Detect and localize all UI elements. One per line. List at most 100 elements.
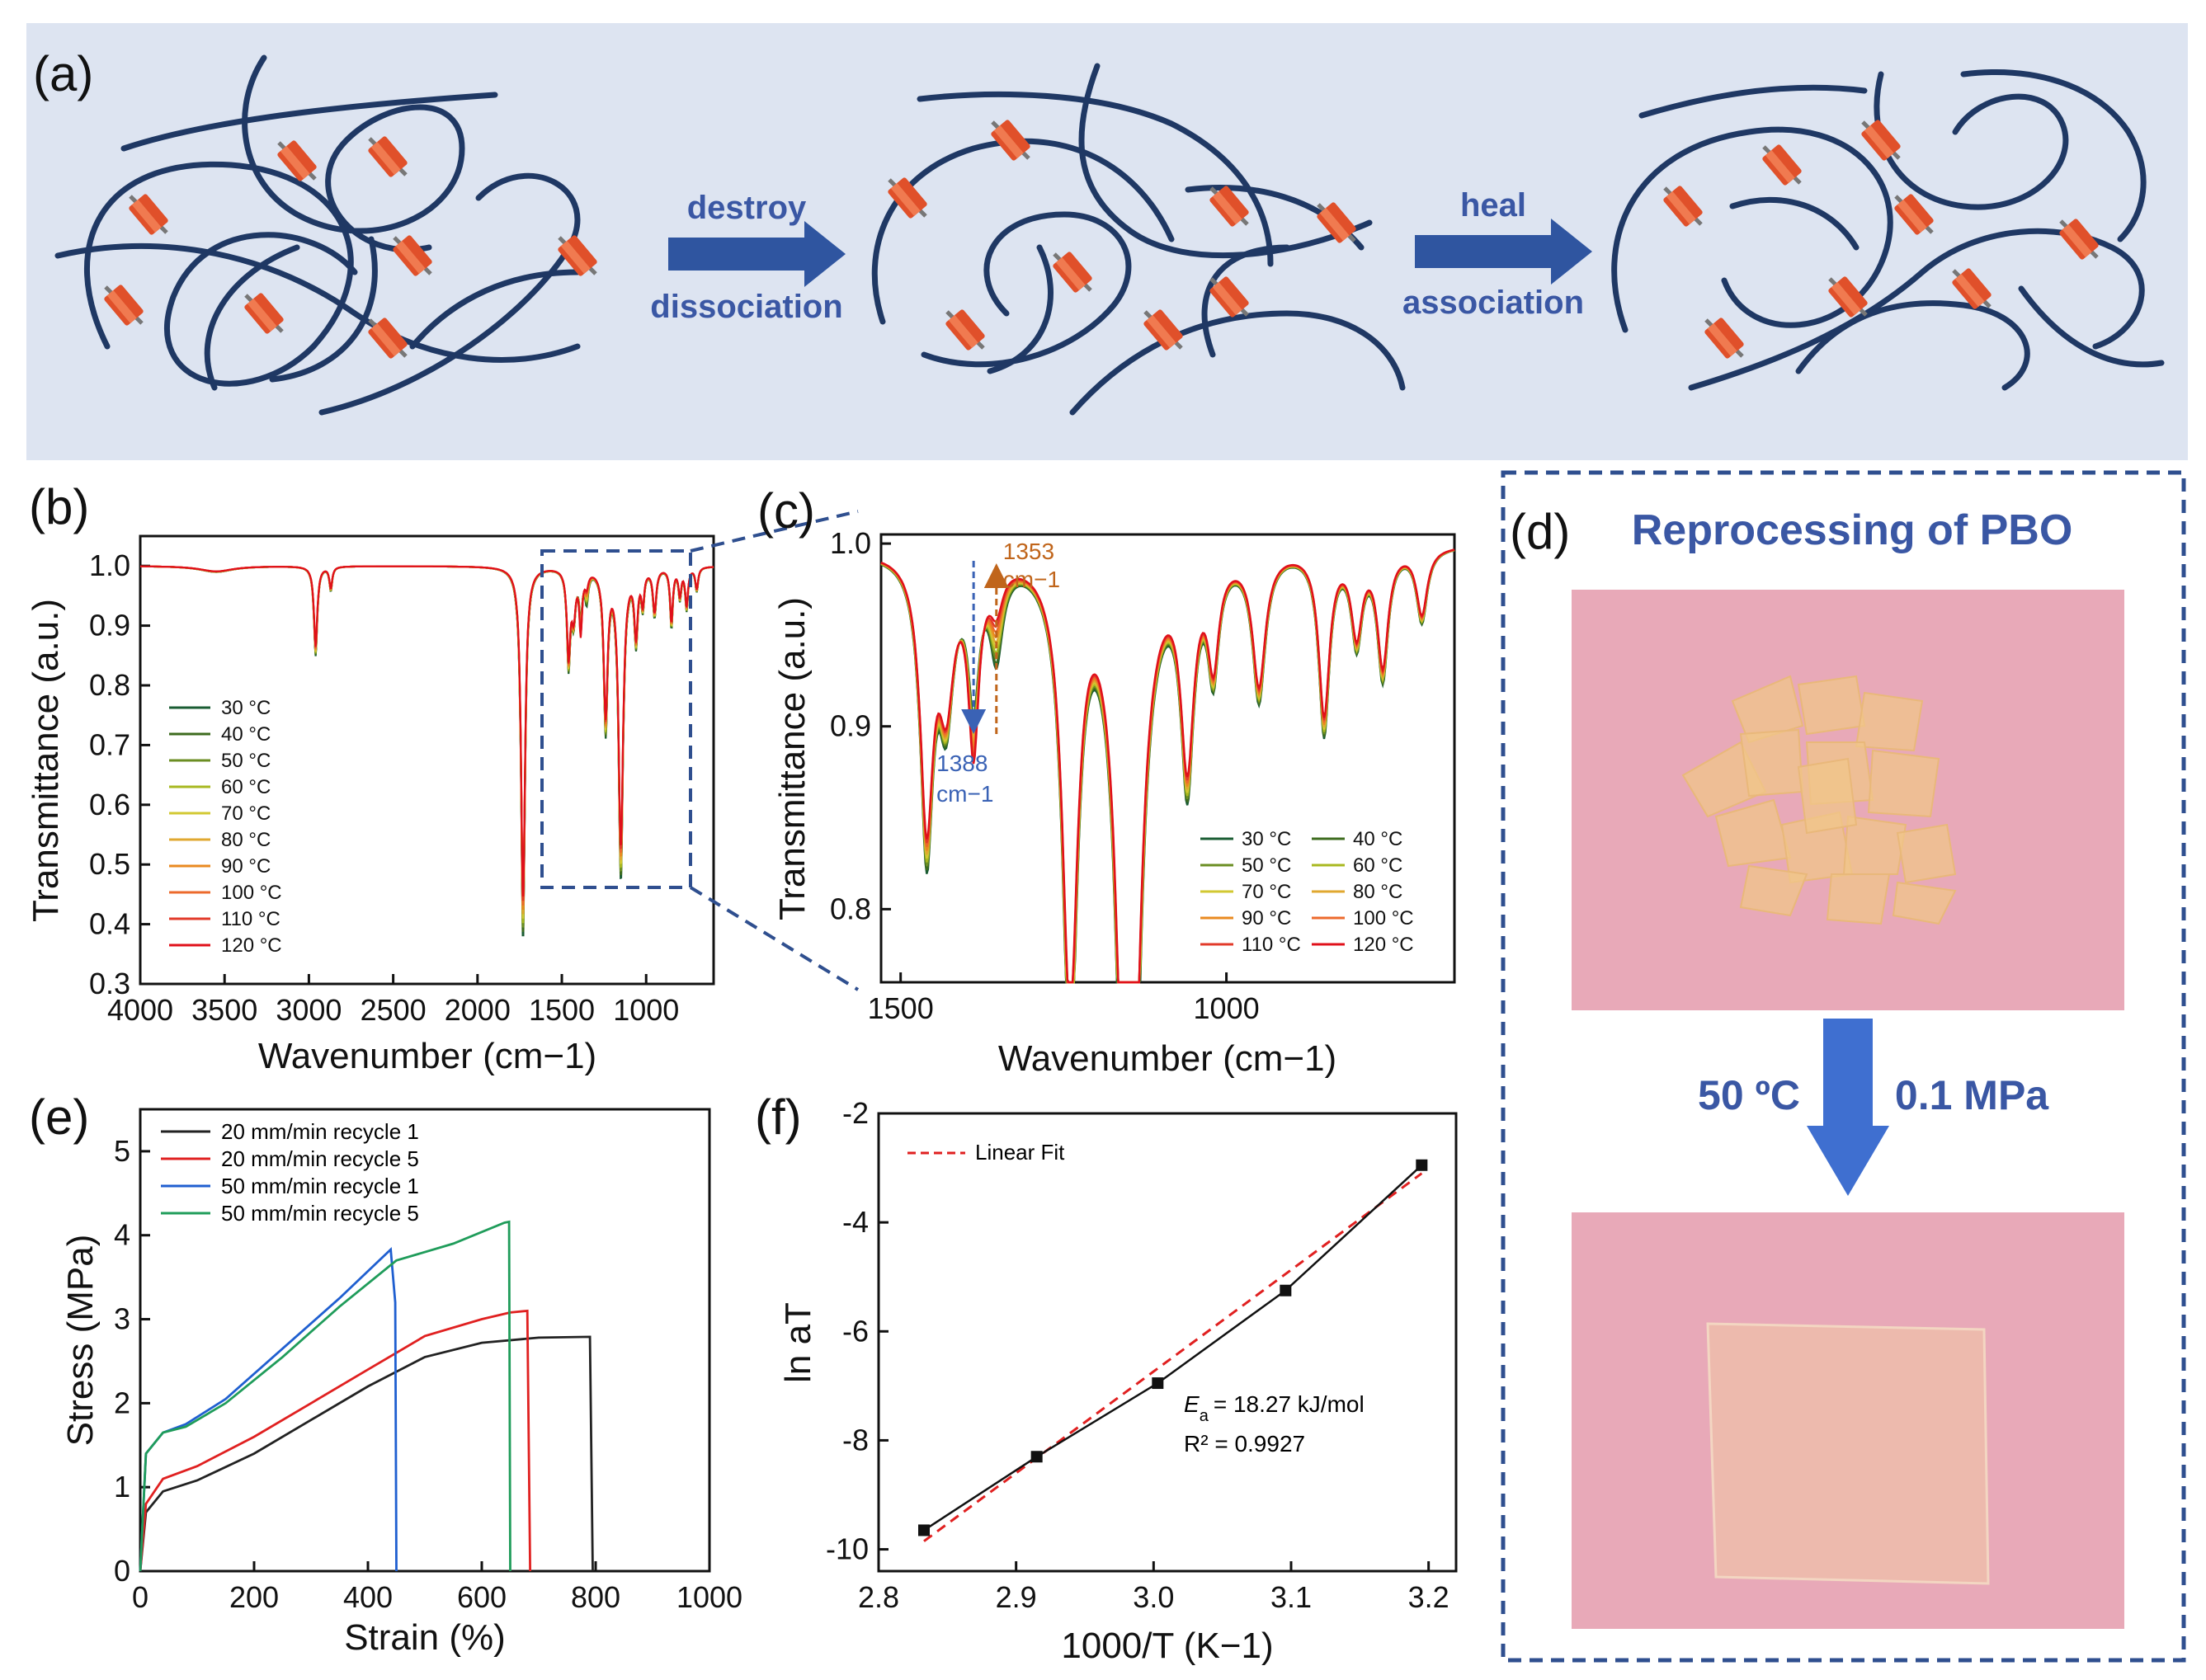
reprocess-arrow-head (1807, 1126, 1889, 1196)
zoom-connector-top (690, 510, 859, 553)
arrow2-shape (1415, 219, 1592, 285)
legend-label: 50 mm/min recycle 1 (221, 1174, 419, 1198)
legend-label: 60 °C (1353, 854, 1402, 877)
chart-b-x-ticks: 4000 3500 3000 2500 2000 1500 1000 (107, 974, 679, 1027)
x-tick-label: 600 (457, 1580, 507, 1614)
legend-label: 50 °C (221, 750, 271, 772)
legend-label: 40 °C (1353, 828, 1402, 850)
stress-strain-curve (139, 1220, 511, 1572)
y-tick-label: 0 (114, 1554, 130, 1588)
panel-f-label: (f) (755, 1089, 802, 1145)
data-point (1280, 1284, 1292, 1296)
x-tick-label: 3.2 (1408, 1580, 1449, 1614)
panel-d-border (1501, 470, 2186, 1663)
arrow1-shape (668, 221, 846, 287)
chart-e-series (139, 1220, 594, 1572)
y-tick-label: -6 (842, 1314, 869, 1348)
chart-b-y-label: Transmittance (a.u.) (26, 599, 66, 922)
legend-label: 20 mm/min recycle 5 (221, 1146, 419, 1171)
y-tick-label: 3 (114, 1302, 130, 1336)
x-tick-label: 4000 (107, 993, 173, 1027)
panel-d-title: Reprocessing of PBO (1632, 506, 2073, 554)
x-tick-label: 3.0 (1133, 1580, 1174, 1614)
arrow2-top-label: heal (1460, 187, 1526, 224)
y-tick-label: 0.5 (89, 847, 130, 881)
legend-label: 110 °C (1242, 934, 1301, 956)
data-point (918, 1524, 930, 1536)
panel-d-label: (d) (1510, 504, 1570, 559)
x-tick-label: 2500 (361, 993, 427, 1027)
x-tick-label: 1000 (1194, 991, 1260, 1025)
x-tick-label: 3500 (191, 993, 257, 1027)
x-tick-label: 800 (571, 1580, 620, 1614)
chart-c-annotations: 1353 cm−1 1388 cm−1 (936, 539, 1060, 807)
reprocess-arrow-shaft (1823, 1019, 1873, 1126)
y-tick-label: 0.3 (89, 967, 130, 1000)
ea-value: = 18.27 kJ/mol (1214, 1391, 1365, 1417)
panel-b-label: (b) (29, 479, 89, 534)
legend-label: 30 °C (221, 697, 271, 719)
chart-e-legend: 20 mm/min recycle 120 mm/min recycle 5 50… (161, 1119, 419, 1226)
x-tick-label: 400 (343, 1580, 393, 1614)
pbo-film (1706, 1322, 1990, 1585)
chart-f-frame (877, 1112, 1458, 1573)
chart-e-frame (139, 1108, 711, 1573)
legend-label: 80 °C (1353, 881, 1402, 903)
pbo-fragments (1681, 675, 1957, 925)
panel-a-label: (a) (33, 46, 93, 101)
legend-label: 40 °C (221, 723, 271, 746)
x-tick-label: 3.1 (1270, 1580, 1312, 1614)
legend-label: 70 °C (1242, 881, 1291, 903)
chart-c-x-label: Wavenumber (cm−1) (998, 1038, 1336, 1079)
chart-f-x-label: 1000/T (K−1) (1061, 1626, 1273, 1666)
y-tick-label: -2 (842, 1096, 869, 1130)
x-tick-label: 2.9 (996, 1580, 1037, 1614)
panel-b: (b) 0.3 0.4 0.5 0.6 0.7 0.8 0.9 1.0 4000 3500 300… (26, 479, 860, 1076)
y-tick-label: 1.0 (830, 526, 871, 560)
panel-a: (a) destroy dissociation (26, 23, 2188, 460)
x-tick-label: 3000 (276, 993, 342, 1027)
y-tick-label: 0.4 (89, 907, 130, 941)
legend-label: 90 °C (221, 855, 271, 878)
chart-f-y-ticks: -2 -4 -6 -8 -10 (826, 1096, 889, 1566)
y-tick-label: 0.7 (89, 727, 130, 761)
y-tick-label: 0.9 (830, 709, 871, 743)
x-tick-label: 200 (229, 1580, 279, 1614)
band-1388-unit: cm−1 (936, 781, 993, 807)
panel-d: (d) Reprocessing of PBO 50 ºC 0.1 MPa (1501, 470, 2186, 1663)
condition-pressure: 0.1 MPa (1895, 1072, 2049, 1118)
ea-subscript: a (1200, 1407, 1209, 1425)
y-tick-label: 0.8 (89, 668, 130, 702)
chart-f-r2-annotation: R² = 0.9927 (1184, 1431, 1305, 1456)
chart-e-x-ticks: 0 200 400 600 800 1000 (132, 1561, 742, 1614)
chart-c-frame (879, 533, 1456, 984)
linear-fit-line (923, 1172, 1423, 1542)
x-tick-label: 1500 (868, 991, 934, 1025)
arrow1-bottom-label: dissociation (650, 289, 842, 325)
legend-label: 90 °C (1242, 907, 1291, 929)
polymer-network-healed (1611, 69, 2165, 391)
heal-arrow: heal association (1402, 187, 1592, 321)
band-1353-unit: cm−1 (1003, 567, 1060, 592)
y-tick-label: 2 (114, 1386, 130, 1419)
chart-c-y-ticks: 0.8 0.9 1.0 (830, 526, 891, 925)
legend-label: 20 mm/min recycle 1 (221, 1119, 419, 1144)
y-tick-label: -8 (842, 1423, 869, 1456)
legend-label: 30 °C (1242, 828, 1291, 850)
data-point (1152, 1377, 1164, 1390)
ea-symbol: E (1184, 1391, 1200, 1417)
panel-e-label: (e) (29, 1089, 89, 1145)
x-tick-label: 0 (132, 1580, 148, 1614)
x-tick-label: 2000 (445, 993, 511, 1027)
y-tick-label: 1 (114, 1470, 130, 1504)
legend-label: 110 °C (221, 908, 280, 930)
arrow2-bottom-label: association (1402, 285, 1584, 321)
stress-strain-curve (139, 1309, 531, 1572)
zoom-connector-bottom (689, 886, 860, 991)
y-tick-label: 0.9 (89, 609, 130, 642)
x-tick-label: 1500 (529, 993, 595, 1027)
panel-c: (c) 0.8 0.9 1.0 1500 1000 Wavenumber (cm−1)… (757, 483, 1456, 1079)
chart-f-y-label: ln aT (778, 1302, 818, 1383)
chart-b-legend: 30 °C 40 °C 50 °C 60 °C 70 °C 80 °C 90 °C 100 °… (169, 697, 282, 957)
